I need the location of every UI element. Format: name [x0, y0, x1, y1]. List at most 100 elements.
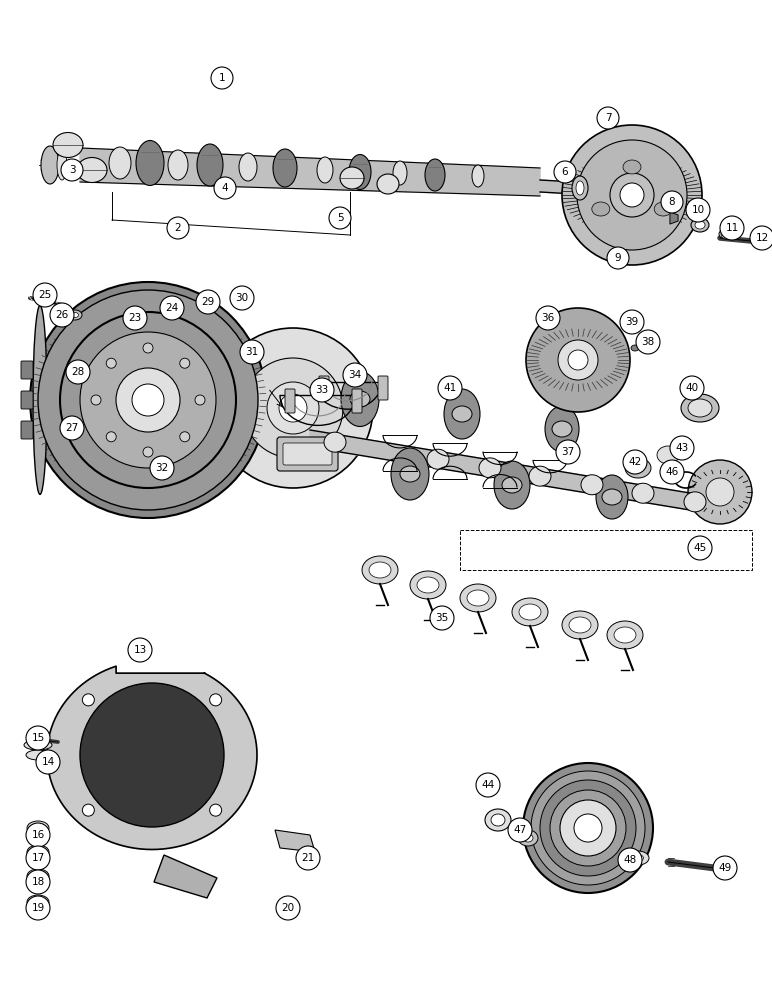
FancyBboxPatch shape [378, 376, 388, 400]
Text: 6: 6 [562, 167, 568, 177]
Circle shape [26, 896, 50, 920]
Circle shape [620, 183, 644, 207]
Text: 43: 43 [676, 443, 689, 453]
Ellipse shape [444, 389, 480, 439]
Circle shape [243, 358, 343, 458]
Ellipse shape [391, 448, 429, 500]
Ellipse shape [27, 845, 49, 859]
Circle shape [430, 606, 454, 630]
Text: 14: 14 [42, 757, 55, 767]
Text: 42: 42 [628, 457, 642, 467]
Ellipse shape [136, 140, 164, 186]
Polygon shape [80, 148, 540, 196]
Polygon shape [575, 182, 598, 193]
Ellipse shape [362, 556, 398, 584]
Ellipse shape [491, 814, 505, 826]
Text: 32: 32 [155, 463, 168, 473]
Text: 9: 9 [615, 253, 621, 263]
Text: 44: 44 [482, 780, 495, 790]
FancyBboxPatch shape [319, 376, 329, 400]
Text: 49: 49 [719, 863, 732, 873]
Ellipse shape [623, 160, 641, 174]
Ellipse shape [377, 174, 399, 194]
Ellipse shape [197, 144, 223, 186]
Circle shape [610, 173, 654, 217]
Text: 13: 13 [134, 645, 147, 655]
Ellipse shape [695, 221, 705, 229]
Ellipse shape [340, 167, 364, 189]
Ellipse shape [602, 489, 622, 505]
Ellipse shape [425, 159, 445, 191]
Ellipse shape [654, 202, 672, 216]
Ellipse shape [529, 466, 551, 486]
Circle shape [526, 308, 630, 412]
Circle shape [636, 330, 660, 354]
Ellipse shape [460, 584, 496, 612]
Circle shape [128, 638, 152, 662]
Text: 41: 41 [443, 383, 456, 393]
Text: 45: 45 [693, 543, 706, 553]
Circle shape [180, 432, 190, 442]
Ellipse shape [627, 851, 649, 865]
Circle shape [660, 460, 684, 484]
Circle shape [196, 290, 220, 314]
Ellipse shape [502, 477, 522, 493]
Circle shape [36, 750, 60, 774]
Ellipse shape [569, 617, 591, 633]
FancyBboxPatch shape [277, 437, 338, 471]
Polygon shape [47, 666, 257, 849]
Ellipse shape [719, 229, 733, 239]
Ellipse shape [72, 312, 79, 318]
Circle shape [713, 856, 737, 880]
Polygon shape [154, 855, 217, 898]
Circle shape [661, 191, 683, 213]
Ellipse shape [552, 421, 572, 437]
Circle shape [670, 436, 694, 460]
Ellipse shape [341, 371, 379, 426]
Ellipse shape [684, 492, 706, 512]
Ellipse shape [596, 475, 628, 519]
Ellipse shape [632, 854, 644, 861]
Circle shape [680, 376, 704, 400]
Circle shape [26, 726, 50, 750]
Ellipse shape [494, 461, 530, 509]
Circle shape [143, 343, 153, 353]
Circle shape [276, 896, 300, 920]
Circle shape [688, 536, 712, 560]
Ellipse shape [27, 869, 49, 883]
Ellipse shape [485, 809, 511, 831]
Text: 28: 28 [71, 367, 85, 377]
Ellipse shape [523, 834, 533, 842]
Circle shape [438, 376, 462, 400]
Circle shape [30, 282, 266, 518]
Text: 17: 17 [32, 853, 45, 863]
Circle shape [531, 771, 645, 885]
Ellipse shape [324, 432, 346, 452]
Circle shape [577, 140, 687, 250]
Circle shape [721, 229, 731, 239]
Ellipse shape [562, 611, 598, 639]
Circle shape [240, 340, 264, 364]
Circle shape [167, 217, 189, 239]
Ellipse shape [691, 218, 709, 232]
Ellipse shape [41, 146, 59, 184]
Circle shape [558, 340, 598, 380]
Text: 36: 36 [541, 313, 554, 323]
Circle shape [213, 328, 373, 488]
Circle shape [550, 790, 626, 866]
Text: 38: 38 [642, 337, 655, 347]
Ellipse shape [657, 446, 679, 464]
Ellipse shape [625, 458, 651, 478]
Circle shape [686, 198, 710, 222]
Polygon shape [310, 430, 720, 515]
Ellipse shape [545, 406, 579, 452]
Ellipse shape [77, 157, 107, 182]
Circle shape [688, 460, 752, 524]
Ellipse shape [26, 750, 50, 760]
Text: 18: 18 [32, 877, 45, 887]
Circle shape [26, 823, 50, 847]
Ellipse shape [688, 399, 712, 417]
Ellipse shape [467, 590, 489, 606]
Ellipse shape [631, 345, 639, 351]
Text: 46: 46 [665, 467, 679, 477]
